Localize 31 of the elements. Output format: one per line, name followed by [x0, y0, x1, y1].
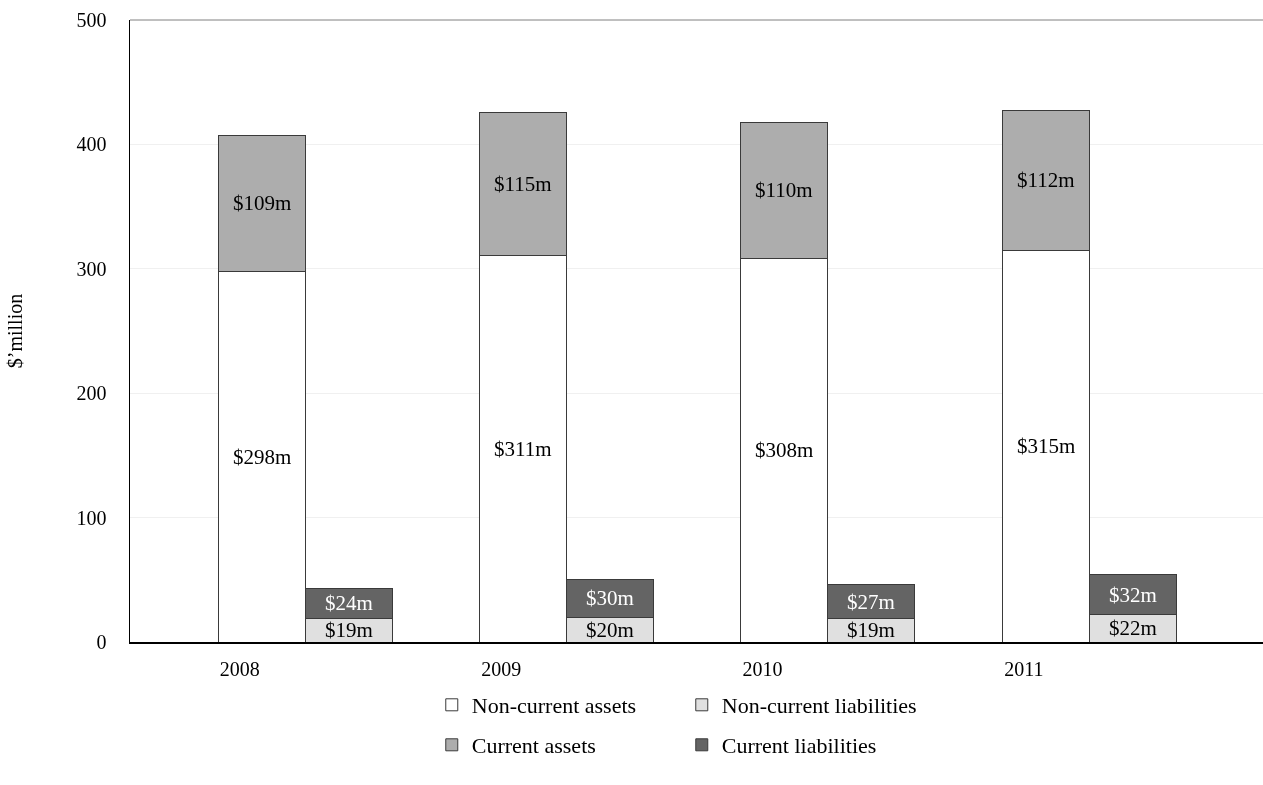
data-label: $311m: [494, 437, 552, 461]
data-label: $20m: [586, 618, 634, 642]
data-label: $115m: [494, 172, 552, 196]
data-label: $110m: [755, 178, 813, 202]
y-tick-label: 300: [76, 257, 107, 280]
data-label: $22m: [1109, 616, 1157, 640]
x-tick-label: 2008: [219, 657, 260, 680]
legend-label: Current liabilities: [721, 733, 877, 759]
data-label: $112m: [1017, 168, 1075, 192]
data-label: $109m: [233, 191, 292, 215]
legend-label: Current assets: [471, 733, 596, 759]
data-label: $27m: [847, 590, 895, 614]
data-label: $19m: [325, 618, 373, 642]
data-label: $308m: [755, 438, 814, 462]
x-tick-label: 2010: [742, 657, 783, 680]
data-label: $30m: [586, 586, 634, 610]
x-tick-label: 2011: [1004, 657, 1044, 680]
data-label: $315m: [1017, 434, 1076, 458]
y-axis-title: $’million: [4, 293, 27, 369]
y-tick-label: 400: [76, 133, 107, 156]
y-tick-label: 0: [96, 631, 107, 653]
y-tick-label: 200: [76, 382, 107, 405]
data-label: $24m: [325, 591, 373, 615]
legend-label: Non-current liabilities: [721, 693, 917, 719]
y-tick-label: 100: [76, 506, 107, 529]
y-tick-label: 500: [76, 9, 107, 31]
data-label: $32m: [1109, 583, 1157, 607]
data-label: $298m: [233, 445, 292, 469]
legend-label: Non-current assets: [471, 693, 637, 719]
data-label: $19m: [847, 618, 895, 642]
x-tick-label: 2009: [481, 657, 522, 680]
